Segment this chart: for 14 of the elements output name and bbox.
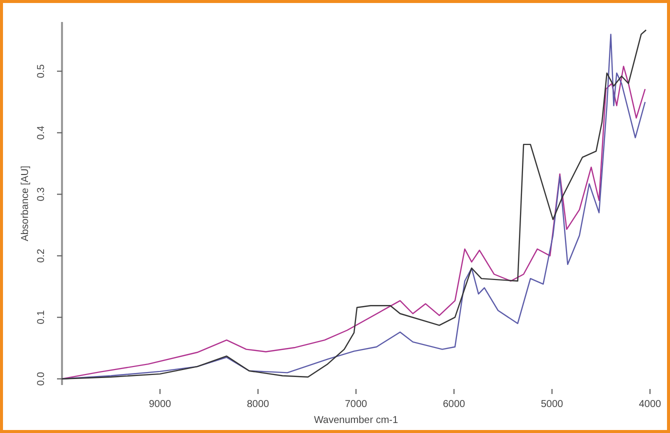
- x-tick-label: 6000: [442, 399, 466, 410]
- y-tick-label: 0.3: [36, 186, 47, 202]
- x-tick-label: 9000: [148, 399, 172, 410]
- y-tick-label: 0.5: [36, 64, 47, 78]
- x-tick-label: 4000: [638, 399, 662, 410]
- y-tick-label: 0.1: [36, 310, 47, 324]
- y-axis-title: Absorbance [AU]: [20, 165, 31, 242]
- x-tick-label: 5000: [540, 399, 564, 410]
- y-tick-label: 0.2: [36, 248, 47, 263]
- x-tick-label: 7000: [344, 399, 368, 410]
- y-tick-label: 0.0: [36, 371, 47, 386]
- x-axis-title: Wavenumber cm-1: [314, 415, 398, 426]
- x-tick-label: 8000: [246, 399, 270, 410]
- y-tick-label: 0.4: [36, 125, 47, 140]
